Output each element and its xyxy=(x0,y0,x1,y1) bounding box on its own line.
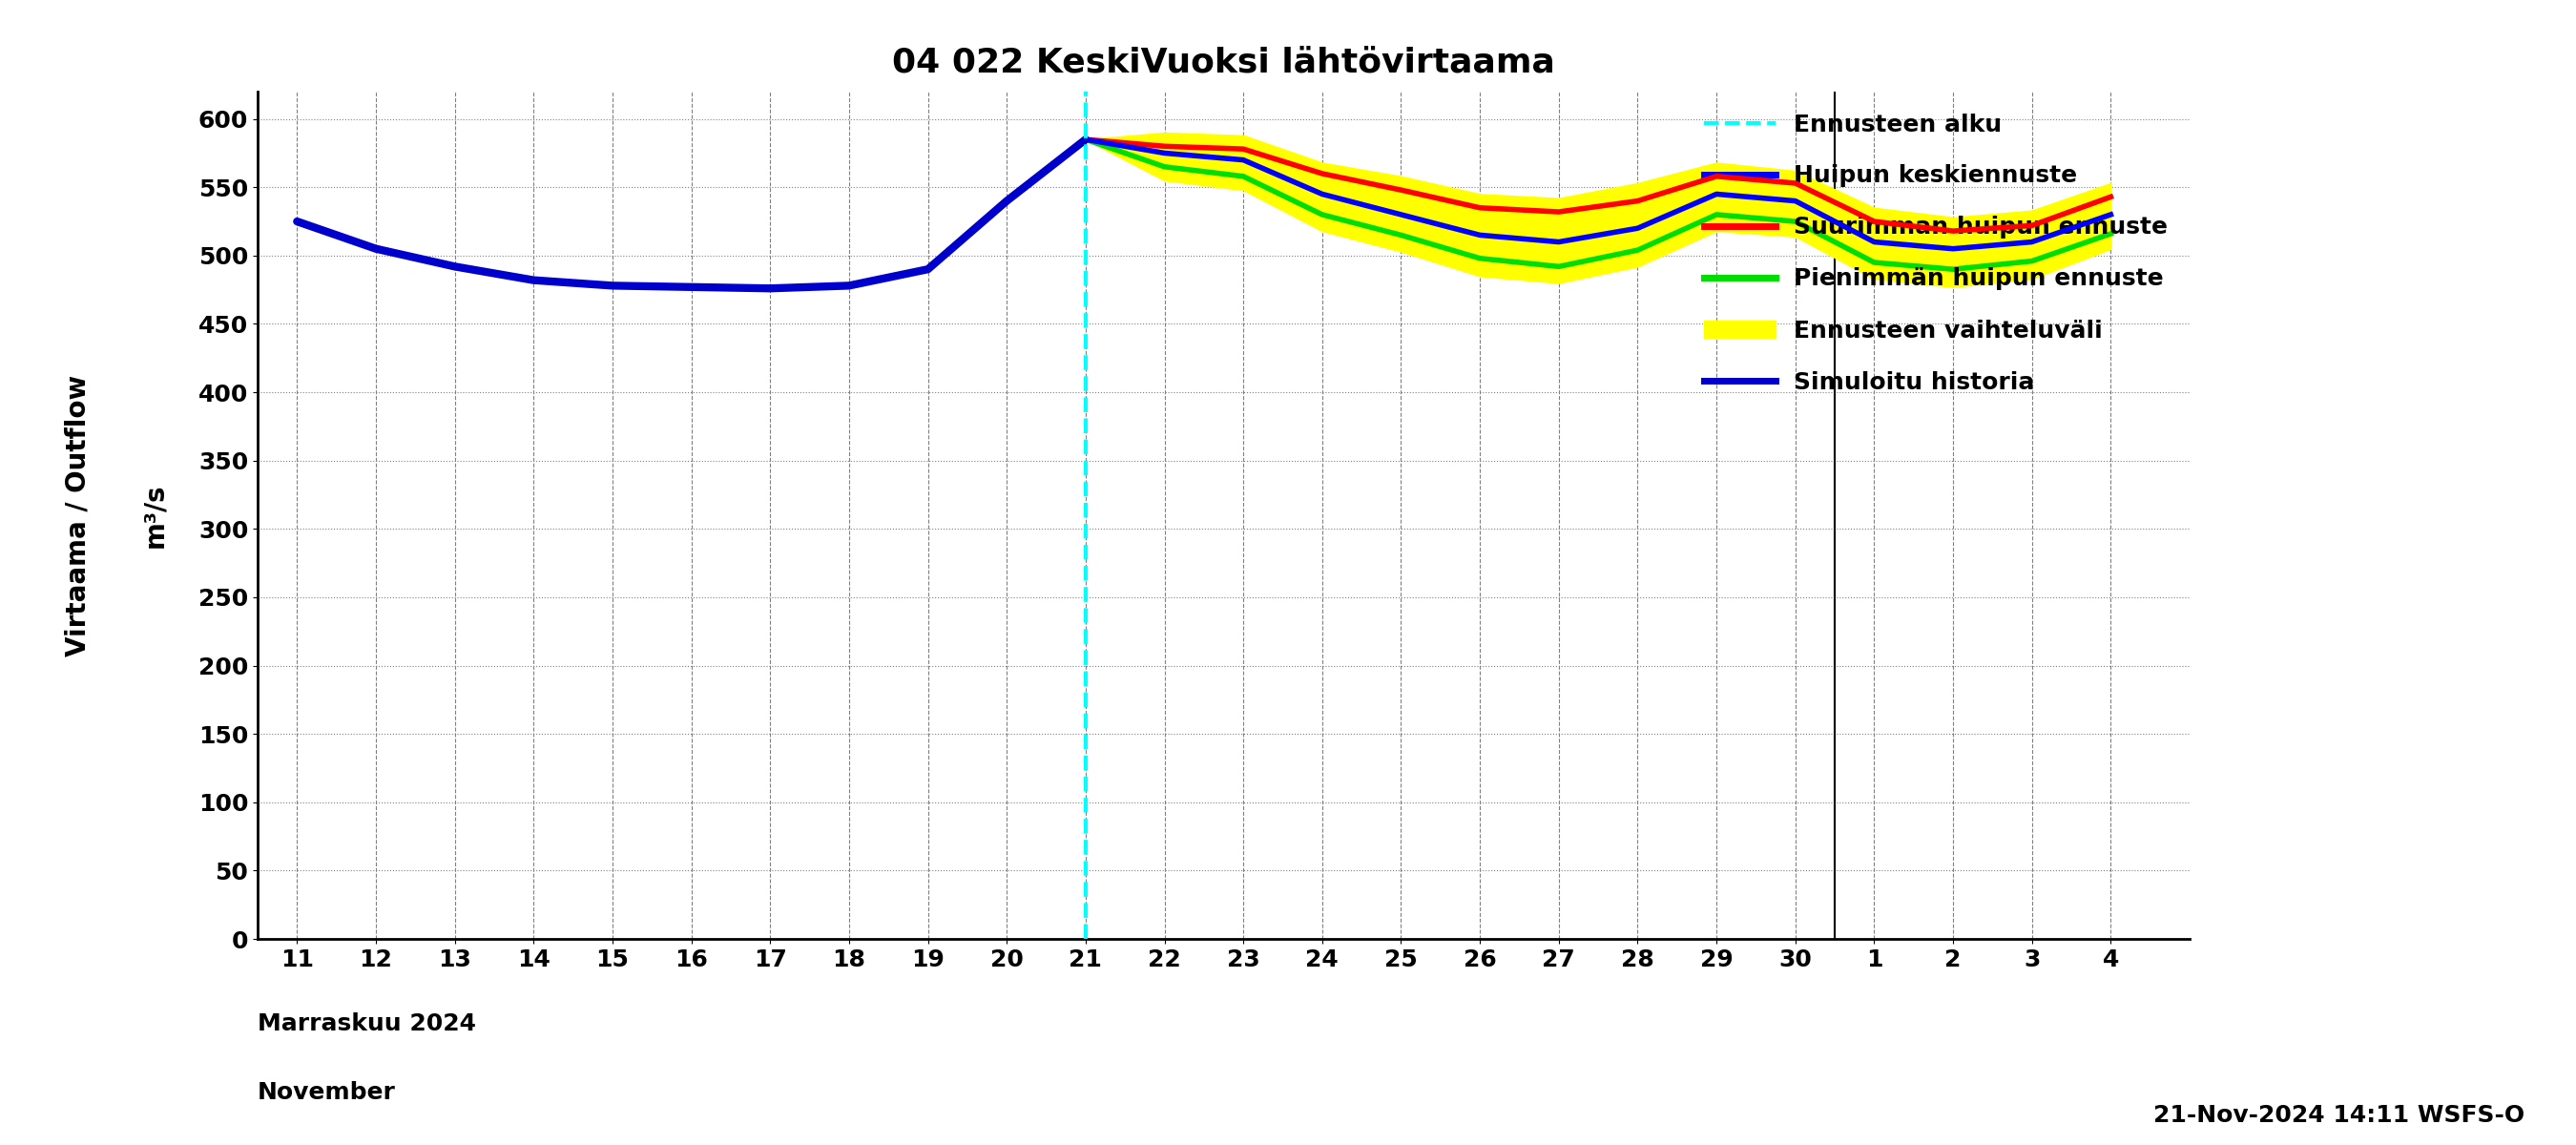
Text: Marraskuu 2024: Marraskuu 2024 xyxy=(258,1012,477,1035)
Text: 21-Nov-2024 14:11 WSFS-O: 21-Nov-2024 14:11 WSFS-O xyxy=(2154,1104,2524,1127)
Text: m³/s: m³/s xyxy=(142,483,167,547)
Title: 04 022 KeskiVuoksi lähtövirtaama: 04 022 KeskiVuoksi lähtövirtaama xyxy=(891,46,1556,78)
Text: November: November xyxy=(258,1081,397,1104)
Legend: Ennusteen alku, Huipun keskiennuste, Suurimman huipun ennuste, Pienimmän huipun : Ennusteen alku, Huipun keskiennuste, Suu… xyxy=(1695,103,2177,403)
Text: Virtaama / Outflow: Virtaama / Outflow xyxy=(64,374,90,656)
